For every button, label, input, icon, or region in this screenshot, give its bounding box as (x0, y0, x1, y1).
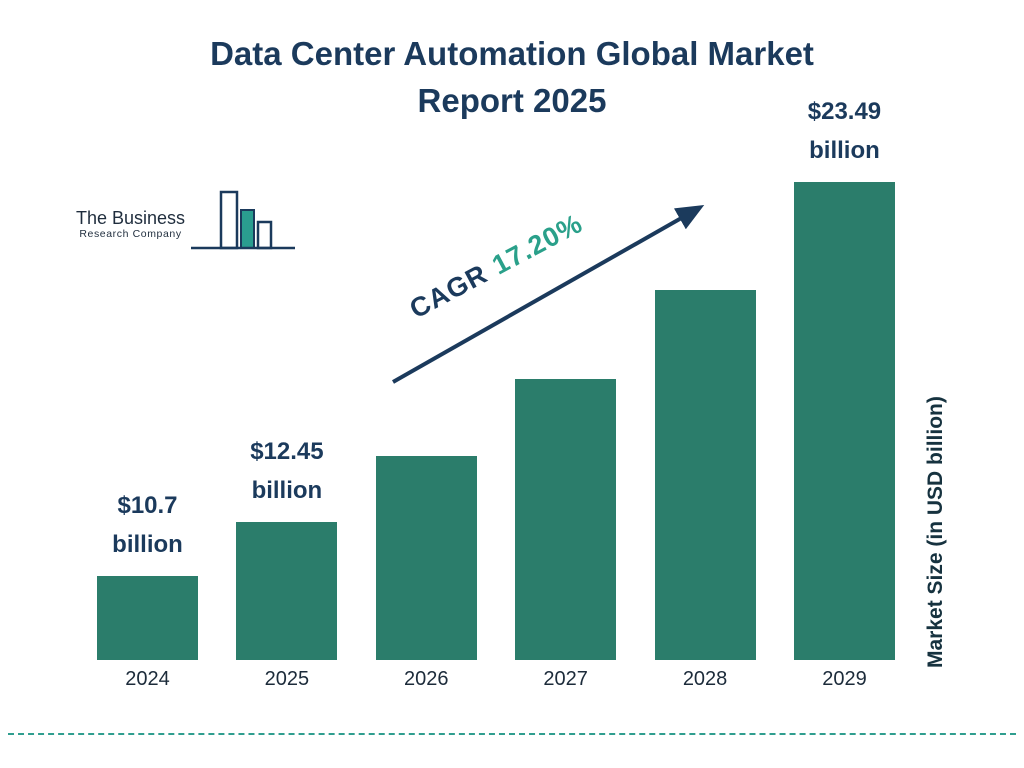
bar-group-2025: $12.45 billion (236, 432, 338, 660)
x-axis-label-2027: 2027 (543, 668, 588, 690)
bar-value-label-2025: $12.45 billion (250, 438, 324, 504)
bar-2025 (236, 522, 338, 660)
x-axis-label-2026: 2026 (404, 668, 449, 690)
x-axis-label-2029: 2029 (822, 668, 867, 690)
x-axis-label-2028: 2028 (682, 668, 728, 690)
logo-bar-chart-icon (191, 190, 296, 250)
bar-2027 (515, 379, 617, 660)
cagr-trend-arrow (392, 205, 705, 384)
company-logo: The Business Research Company (76, 188, 296, 254)
bar-group-2028 (654, 278, 756, 660)
page-title-line1: Data Center Automation Global Market (210, 35, 814, 72)
x-axis-label-2024: 2024 (125, 668, 170, 690)
company-logo-subname: Research Company (79, 228, 182, 240)
company-logo-text: The Business Research Company (76, 208, 185, 254)
bar-group-2029: $23.49 billion (793, 92, 895, 660)
bar-group-2027 (515, 367, 617, 660)
bar-2028 (654, 290, 756, 660)
y-axis-label: Market Size (in USD billion) (924, 396, 947, 668)
bar-group-2026 (375, 444, 477, 660)
page-title-line2: Report 2025 (417, 82, 607, 119)
bar-2026 (375, 456, 477, 660)
bottom-dashed-divider (8, 733, 1016, 735)
x-axis-label-2025: 2025 (264, 668, 310, 690)
page-title: Data Center Automation Global Market Repo… (0, 30, 1024, 124)
bar-2024 (97, 576, 198, 660)
bar-group-2024: $10.7 billion (97, 486, 198, 660)
company-logo-name: The Business (76, 208, 186, 228)
x-axis: 2024 2025 2026 2027 2028 2029 (97, 668, 895, 691)
bar-chart: $10.7 billion $12.45 billion $23.49 bill… (97, 98, 895, 660)
bar-2029 (793, 182, 895, 660)
bar-value-label-2029: $23.49 billion (807, 98, 882, 164)
bar-value-label-2024: $10.7 billion (112, 492, 183, 558)
